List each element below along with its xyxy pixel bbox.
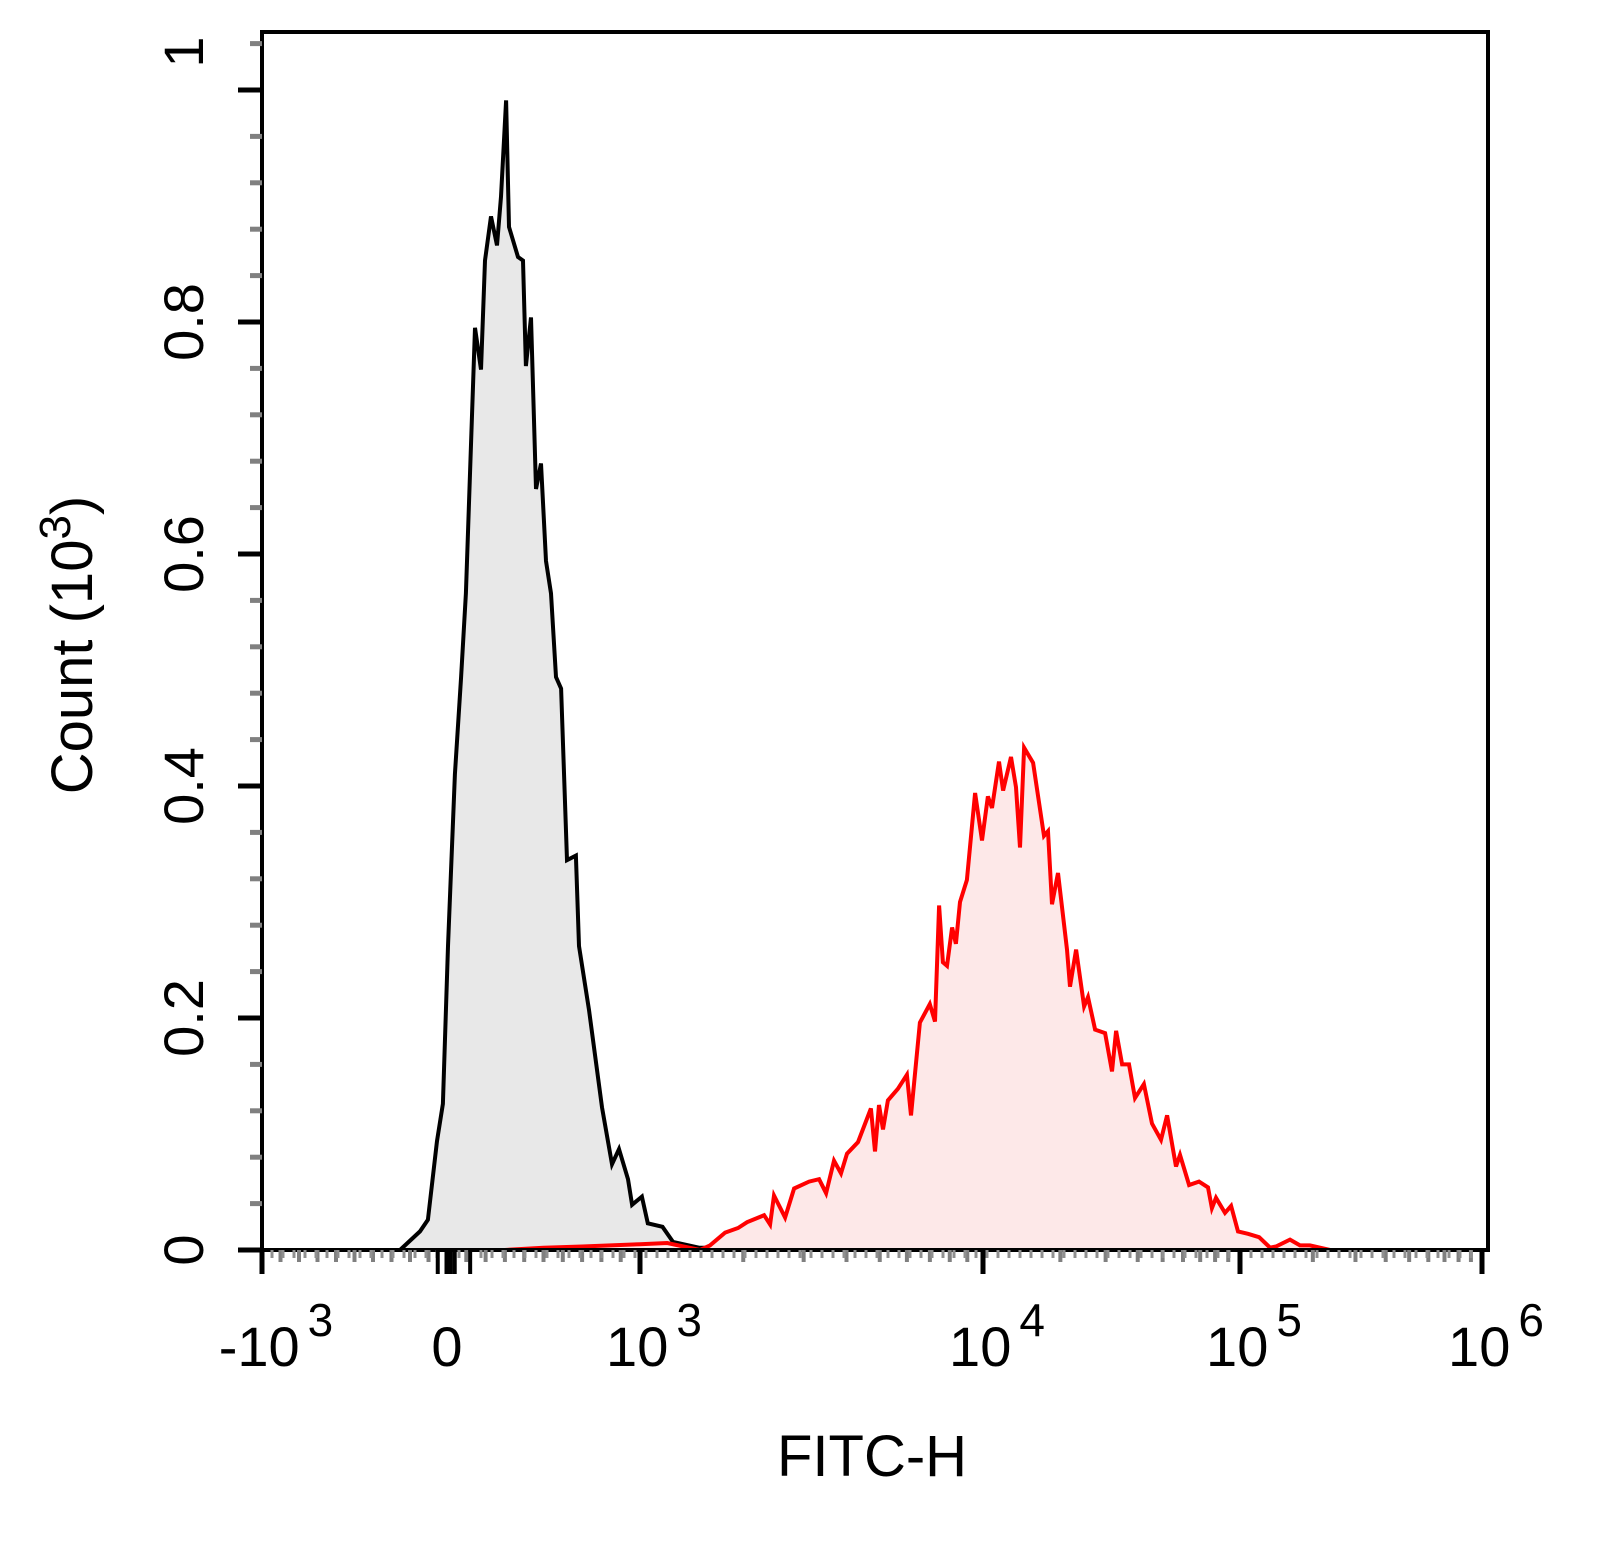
x-tick-label-exp: 5 <box>1276 1294 1302 1346</box>
y-tick-label: 0.6 <box>152 515 215 593</box>
series-1-fill <box>504 747 1330 1250</box>
y-axis: 0 0.2 0.4 0.6 0.8 1 <box>152 36 262 1266</box>
x-tick-label-exp: 4 <box>1019 1294 1045 1346</box>
x-tick-label-base: 0 <box>431 1315 462 1378</box>
series-layer <box>398 100 1331 1253</box>
series-1-line <box>504 740 1331 1253</box>
x-tick-label-base: -10 <box>219 1315 300 1378</box>
x-tick-label: 10 4 <box>949 1294 1045 1378</box>
x-tick-label-exp: 6 <box>1518 1294 1544 1346</box>
y-tick-label: 0.8 <box>152 283 215 361</box>
y-axis-label-close: ) <box>40 496 105 515</box>
x-tick-label-exp: 3 <box>308 1294 334 1346</box>
x-tick-label: 10 3 <box>606 1294 702 1378</box>
x-tick-label-base: 10 <box>1448 1315 1510 1378</box>
x-axis-label: FITC-H <box>777 1424 967 1489</box>
y-tick-label: 0.4 <box>152 747 215 825</box>
x-tick-label-base: 10 <box>949 1315 1011 1378</box>
x-tick-label-exp: 3 <box>676 1294 702 1346</box>
x-tick-label: 10 5 <box>1206 1294 1302 1378</box>
y-tick-label: 0 <box>152 1234 215 1265</box>
y-axis-label: Count (103) <box>31 496 105 795</box>
plot-frame <box>260 30 1490 1252</box>
y-axis-label-exp: 3 <box>31 515 80 539</box>
x-tick-label-base: 10 <box>1206 1315 1268 1378</box>
series-0-fill <box>400 100 1240 1250</box>
x-tick-label-base: 10 <box>606 1315 668 1378</box>
x-tick-label: 0 <box>431 1315 462 1378</box>
y-tick-label: 1 <box>152 36 215 67</box>
x-axis: -10 3 0 10 3 10 4 10 5 10 6 <box>219 1248 1544 1378</box>
y-axis-label-base: Count (10 <box>40 540 105 795</box>
x-tick-label: 10 6 <box>1448 1294 1544 1378</box>
y-tick-label: 0.2 <box>152 979 215 1057</box>
x-tick-label: -10 3 <box>219 1294 334 1378</box>
